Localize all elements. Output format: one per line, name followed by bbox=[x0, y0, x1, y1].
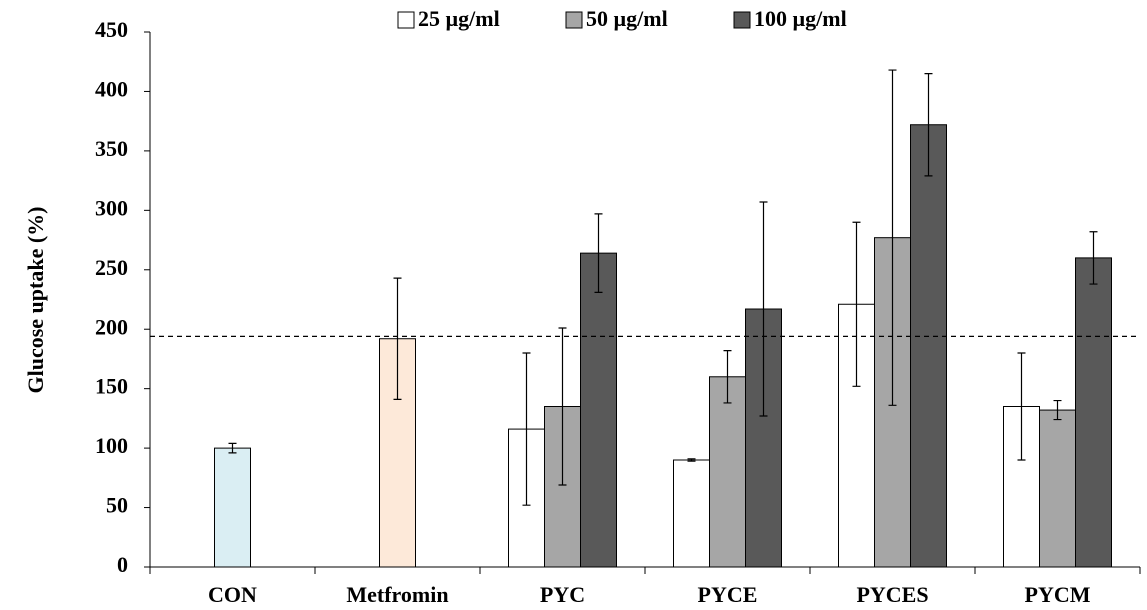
error-bar bbox=[594, 213, 603, 293]
bar bbox=[1075, 257, 1112, 568]
error-bar bbox=[1017, 352, 1026, 461]
y-tick-label: 100 bbox=[95, 433, 128, 458]
bar bbox=[214, 447, 251, 568]
y-tick-label: 350 bbox=[95, 136, 128, 161]
error-bar bbox=[393, 277, 402, 400]
x-tick-label: Metfromin bbox=[346, 582, 448, 607]
error-bar bbox=[759, 201, 768, 417]
y-tick-label: 150 bbox=[95, 374, 128, 399]
error-bar bbox=[1089, 231, 1098, 285]
y-tick-label: 0 bbox=[117, 552, 128, 577]
legend-label: 25 µg/ml bbox=[418, 6, 500, 31]
legend-label: 100 µg/ml bbox=[754, 6, 847, 31]
error-bar bbox=[522, 352, 531, 506]
error-bar bbox=[228, 442, 237, 454]
y-tick-label: 300 bbox=[95, 195, 128, 220]
error-bar bbox=[723, 350, 732, 404]
error-bar bbox=[687, 458, 696, 462]
x-tick-label: PYC bbox=[540, 582, 585, 607]
y-axis-label: Glucose uptake (%) bbox=[23, 207, 48, 394]
y-tick-label: 200 bbox=[95, 314, 128, 339]
x-tick-label: PYCES bbox=[856, 582, 928, 607]
y-tick-label: 400 bbox=[95, 76, 128, 101]
error-bar bbox=[558, 327, 567, 486]
x-tick-label: CON bbox=[208, 582, 257, 607]
error-bar bbox=[924, 73, 933, 177]
legend-label: 50 µg/ml bbox=[586, 6, 668, 31]
error-bar bbox=[888, 69, 897, 406]
legend-swatch bbox=[565, 11, 583, 29]
legend-swatch bbox=[733, 11, 751, 29]
legend-swatch bbox=[397, 11, 415, 29]
x-tick-label: PYCM bbox=[1025, 582, 1091, 607]
bar bbox=[580, 252, 617, 568]
error-bar bbox=[852, 221, 861, 387]
bar bbox=[1039, 409, 1076, 568]
x-tick-label: PYCE bbox=[698, 582, 758, 607]
y-tick-label: 250 bbox=[95, 255, 128, 280]
error-bar bbox=[1053, 399, 1062, 421]
bar bbox=[910, 124, 947, 568]
y-tick-label: 450 bbox=[95, 17, 128, 42]
y-tick-label: 50 bbox=[106, 493, 128, 518]
bar bbox=[709, 376, 746, 568]
bar bbox=[673, 459, 710, 568]
